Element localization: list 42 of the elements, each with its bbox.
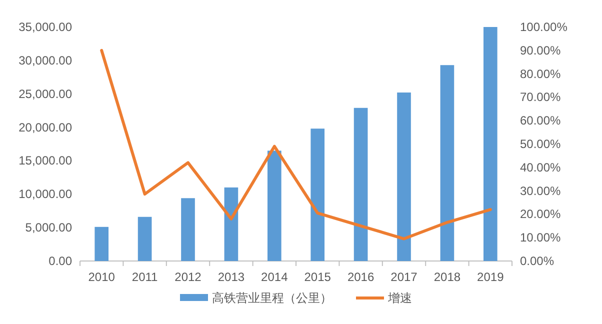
x-tick-label: 2018 [434, 270, 461, 284]
y2-tick-label: 20.00% [520, 207, 562, 222]
bar [440, 65, 454, 261]
y-tick-label: 10,000.00 [18, 187, 72, 202]
y2-tick-label: 0.00% [520, 254, 554, 268]
bar [138, 216, 152, 261]
x-tick-label: 2012 [174, 270, 202, 284]
legend-label: 增速 [387, 291, 412, 305]
bar [483, 27, 498, 261]
y-tick-label: 30,000.00 [18, 53, 72, 68]
bar [181, 198, 195, 261]
x-tick-label: 2014 [261, 270, 288, 284]
bar [310, 128, 325, 261]
y2-tick-label: 50.00% [520, 137, 562, 151]
x-tick-label: 2017 [390, 270, 418, 284]
x-tick-label: 2016 [347, 270, 374, 284]
bar [354, 108, 368, 261]
bar [224, 187, 238, 261]
x-tick-label: 2011 [132, 270, 158, 284]
y2-tick-label: 10.00% [520, 230, 562, 245]
x-tick-label: 2010 [88, 270, 116, 284]
y-tick-label: 0.00 [48, 254, 72, 268]
y-tick-label: 15,000.00 [18, 154, 72, 168]
y2-tick-label: 100.00% [520, 20, 568, 34]
y2-tick-label: 80.00% [520, 66, 562, 81]
y2-tick-label: 60.00% [520, 114, 562, 128]
y2-tick-label: 90.00% [520, 43, 562, 58]
x-tick-label: 2019 [477, 270, 504, 284]
legend-label: 高铁营业里程（公里） [212, 291, 332, 305]
y-tick-label: 35,000.00 [18, 20, 72, 34]
y2-tick-label: 30.00% [520, 184, 562, 198]
y-tick-label: 20,000.00 [18, 120, 72, 134]
bar [267, 150, 282, 261]
y-tick-label: 5,000.00 [25, 220, 72, 235]
line-series [100, 48, 492, 240]
y2-tick-label: 40.00% [520, 160, 562, 174]
x-tick-label: 2015 [304, 270, 332, 284]
bar [94, 226, 109, 261]
y2-tick-label: 70.00% [520, 90, 562, 104]
bar [397, 92, 411, 261]
y-tick-label: 25,000.00 [18, 86, 72, 101]
x-tick-label: 2013 [218, 270, 245, 284]
